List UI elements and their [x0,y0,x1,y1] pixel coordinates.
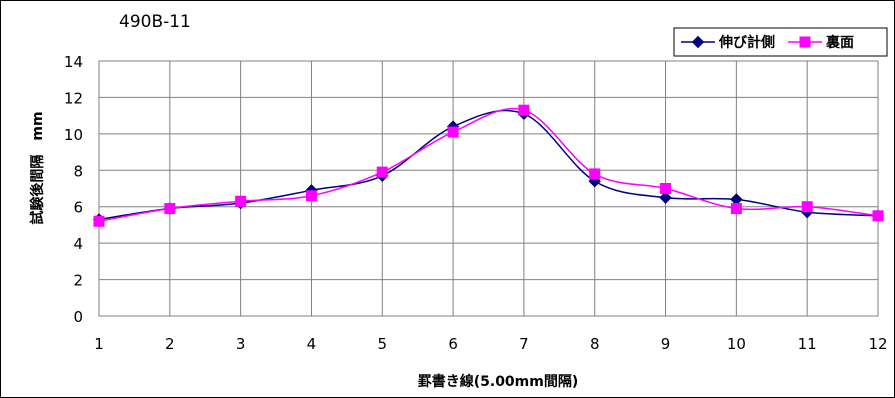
x-tick-label: 9 [661,335,671,353]
x-tick-label: 1 [94,335,104,353]
series-2 [93,104,884,227]
y-tick-labels: 0 2 4 6 8 10 12 14 [64,53,83,326]
legend-marker [799,36,811,48]
x-tick-label: 8 [590,335,600,353]
y-tick-label: 0 [73,308,83,326]
data-point [447,126,459,138]
data-point [872,210,884,222]
data-point [164,203,176,215]
y-tick-label: 2 [73,272,83,290]
data-point [376,166,388,178]
x-tick-label: 11 [798,335,817,353]
gridlines [98,60,879,317]
legend-label: 裏面 [825,34,854,51]
x-tick-label: 2 [165,335,175,353]
x-axis-label: 罫書き線(5.00mm間隔) [418,373,579,390]
x-tick-label: 6 [448,335,458,353]
y-tick-label: 6 [73,199,83,217]
x-tick-label: 7 [519,335,529,353]
x-tick-label: 10 [727,335,746,353]
x-tick-label: 4 [307,335,317,353]
y-tick-label: 14 [64,53,83,71]
y-axis-label: 試験後間隔 mm [29,111,46,224]
data-point [730,203,742,215]
x-tick-labels: 1 2 3 4 5 6 7 8 9 10 11 12 [94,335,887,353]
plot-area [92,60,885,317]
x-tick-label: 5 [377,335,387,353]
data-point [659,191,672,204]
y-tick-label: 4 [73,235,83,253]
data-point [660,183,672,194]
legend-marker [691,35,705,49]
x-tick-label: 12 [868,335,887,353]
series-lines [92,104,885,227]
data-point [589,168,601,180]
data-point [235,195,247,207]
y-tick-label: 8 [73,162,83,180]
data-point [518,104,530,116]
data-point [801,201,813,213]
data-point [93,215,105,227]
x-tick-label: 3 [236,335,246,353]
y-tick-label: 12 [64,89,83,107]
data-point [305,190,317,202]
legend: 伸び計側 裏面 [673,27,888,57]
legend-item-2: 裏面 [788,34,854,51]
y-tick-label: 10 [64,126,83,144]
legend-label: 伸び計側 [718,34,775,51]
chart-title: 490B-11 [119,12,191,32]
plot-area-background [98,60,879,317]
legend-item-1: 伸び計側 [681,34,775,51]
